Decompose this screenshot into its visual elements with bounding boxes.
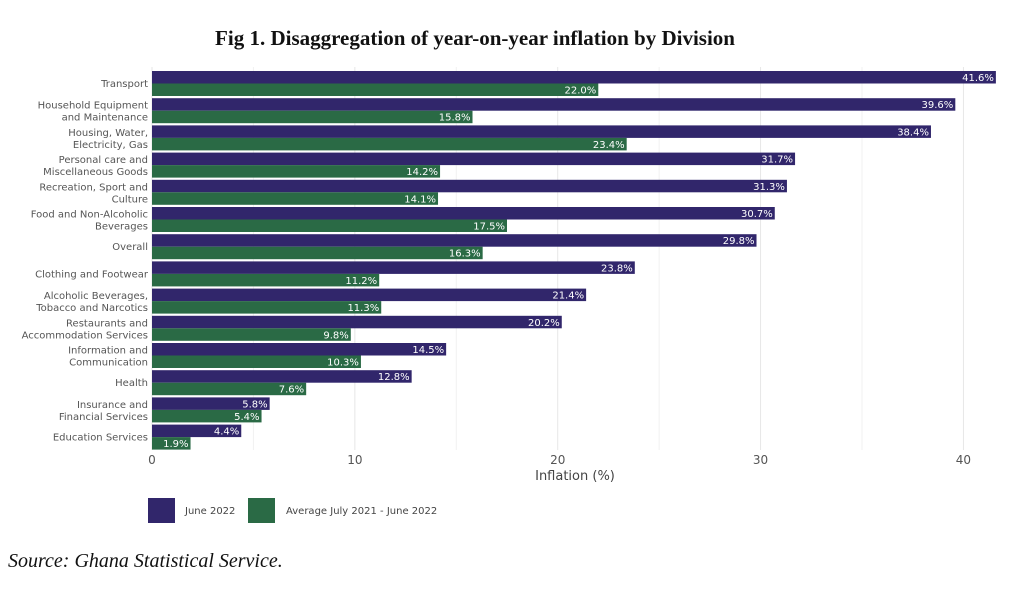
category-label: Beverages (95, 222, 148, 233)
data-label: 9.8% (323, 330, 348, 341)
category-label: Education Services (53, 433, 148, 444)
bar-june-2022 (152, 125, 931, 138)
data-label: 31.3% (753, 182, 785, 193)
x-tick-label: 40 (956, 453, 971, 467)
data-label: 5.4% (234, 412, 259, 423)
legend-label: June 2022 (184, 506, 235, 517)
data-label: 39.6% (922, 100, 954, 111)
data-label: 30.7% (741, 209, 773, 220)
x-tick-label: 30 (753, 453, 768, 467)
bar-average (152, 437, 191, 450)
category-label: Insurance and (77, 400, 148, 411)
bar-average (152, 165, 441, 178)
chart-title: Fig 1. Disaggregation of year-on-year in… (215, 26, 735, 50)
data-label: 17.5% (473, 222, 505, 233)
category-label: and Maintenance (62, 113, 148, 124)
bar-average (152, 192, 439, 205)
data-label: 11.2% (345, 276, 377, 287)
category-label: Housing, Water, (68, 128, 148, 139)
legend-swatch (248, 498, 275, 523)
category-label: Household Equipment (38, 101, 148, 112)
bar-june-2022 (152, 71, 996, 84)
bar-average (152, 246, 483, 260)
data-label: 20.2% (528, 318, 560, 329)
data-label: 4.4% (214, 427, 239, 438)
bar-june-2022 (152, 370, 412, 383)
bar-june-2022 (152, 98, 956, 111)
category-label: Health (115, 378, 148, 389)
category-label: Personal care and (59, 155, 148, 166)
data-label: 7.6% (279, 385, 304, 396)
bars-layer: 41.6% 22.0% 39.6% 15.8% 38.4% 23.4% 31.7% 14.2%… (152, 71, 996, 450)
bar-average (152, 273, 380, 287)
category-label: Communication (69, 358, 148, 369)
bar-average (152, 301, 382, 314)
x-tick-label: 10 (347, 453, 362, 467)
data-label: 10.3% (327, 358, 359, 369)
data-label: 31.7% (761, 155, 793, 166)
category-label: Transport (100, 79, 148, 90)
category-label: Culture (112, 194, 148, 205)
data-label: 1.9% (163, 439, 188, 450)
category-label: Clothing and Footwear (35, 269, 149, 280)
bar-june-2022 (152, 397, 270, 410)
data-label: 21.4% (552, 291, 584, 302)
category-label: Information and (68, 346, 148, 357)
bar-average (152, 137, 627, 151)
bar-average (152, 409, 262, 423)
data-label: 23.4% (593, 140, 625, 151)
legend-swatch (148, 498, 175, 523)
data-label: 23.8% (601, 263, 633, 274)
data-label: 29.8% (723, 236, 755, 247)
data-label: 12.8% (378, 372, 410, 383)
bar-average (152, 328, 351, 341)
legend-label: Average July 2021 - June 2022 (286, 506, 437, 517)
data-label: 16.3% (449, 249, 481, 260)
data-label: 15.8% (439, 113, 471, 124)
bar-june-2022 (152, 207, 775, 220)
bar-average (152, 83, 599, 96)
data-label: 41.6% (962, 73, 994, 84)
data-label: 14.5% (412, 345, 444, 356)
bar-june-2022 (152, 315, 562, 329)
category-label: Financial Services (59, 412, 148, 423)
category-label: Tobacco and Narcotics (35, 303, 148, 314)
bar-average (152, 382, 307, 396)
category-label: Miscellaneous Goods (43, 167, 148, 178)
x-tick-label: 20 (550, 453, 565, 467)
bar-average (152, 355, 361, 368)
data-label: 5.8% (242, 399, 267, 410)
x-tick-label: 0 (148, 453, 156, 467)
x-axis-title: Inflation (%) (535, 469, 615, 484)
legend: June 2022 Average July 2021 - June 2022 (148, 498, 437, 523)
category-label: Alcoholic Beverages, (44, 291, 148, 302)
source-note: Source: Ghana Statistical Service. (8, 550, 283, 572)
category-label: Accommodation Services (22, 330, 148, 341)
bar-average (152, 219, 507, 232)
bar-june-2022 (152, 424, 242, 438)
category-label: Recreation, Sport and (39, 182, 148, 193)
data-label: 11.3% (347, 303, 379, 314)
category-label: Overall (112, 242, 148, 253)
bar-june-2022 (152, 288, 587, 302)
data-label: 14.2% (406, 167, 438, 178)
data-label: 38.4% (897, 127, 929, 138)
bar-june-2022 (152, 343, 447, 356)
data-label: 22.0% (565, 86, 597, 97)
bar-average (152, 110, 473, 124)
category-label: Food and Non-Alcoholic (31, 210, 148, 221)
bar-june-2022 (152, 261, 635, 274)
x-axis-ticks: 0 10 20 30 40 (148, 453, 971, 467)
category-label: Restaurants and (66, 318, 148, 329)
bar-june-2022 (152, 152, 796, 166)
bar-june-2022 (152, 234, 757, 247)
category-label: Electricity, Gas (73, 140, 148, 151)
data-label: 14.1% (404, 194, 436, 205)
bar-june-2022 (152, 179, 787, 193)
